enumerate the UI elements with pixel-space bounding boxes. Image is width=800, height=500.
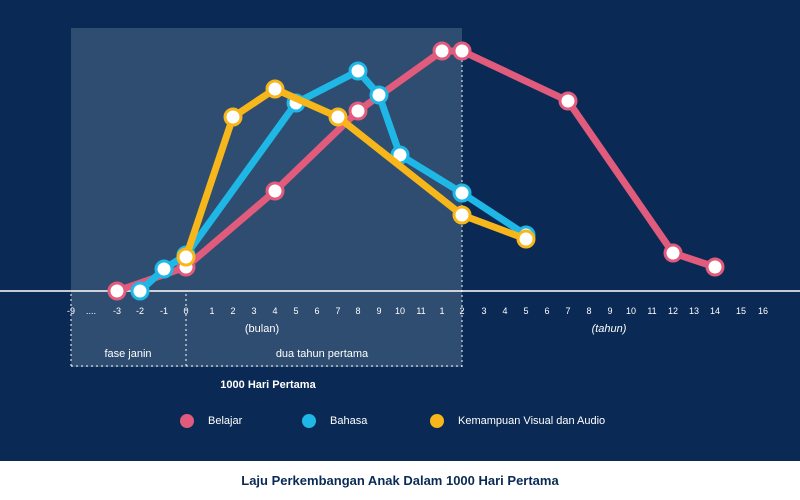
x-tick-label: 1: [439, 306, 444, 316]
years-unit-label: (tahun): [592, 323, 627, 335]
data-point: [369, 85, 389, 105]
x-tick-label: 4: [502, 306, 507, 316]
x-tick-label: 11: [647, 306, 656, 316]
months-unit-label: (bulan): [245, 323, 279, 335]
data-point: [154, 259, 174, 279]
x-tick-label: -3: [113, 306, 121, 316]
x-tick-label: 9: [376, 306, 381, 316]
x-tick-label: 4: [272, 306, 277, 316]
x-tick-label: ....: [86, 306, 96, 316]
data-point: [130, 281, 150, 301]
data-point: [452, 183, 472, 203]
x-tick-label: 14: [710, 306, 720, 316]
x-tick-label: 5: [293, 306, 298, 316]
data-point: [176, 247, 196, 267]
fetal-phase-label: fase janin: [104, 348, 151, 360]
data-point: [452, 41, 472, 61]
x-tick-label: 6: [544, 306, 549, 316]
x-tick-label: 2: [230, 306, 235, 316]
data-point: [348, 101, 368, 121]
x-tick-label: 2: [459, 306, 464, 316]
x-tick-label: 9: [607, 306, 612, 316]
x-tick-label: 3: [481, 306, 486, 316]
data-point: [558, 91, 578, 111]
data-point: [265, 79, 285, 99]
x-tick-label: 10: [626, 306, 636, 316]
data-point: [452, 205, 472, 225]
x-tick-label: 3: [251, 306, 256, 316]
x-tick-label: 7: [335, 306, 340, 316]
x-tick-label: 10: [395, 306, 405, 316]
x-tick-labels: -9.... -3 -2 -1 0 1 2 3 4 5 6 7 8 9 10 11 1 2 3 4 5 6 7 8 9 10 11 1…: [67, 306, 768, 316]
data-point: [705, 257, 725, 277]
x-tick-label: 13: [689, 306, 699, 316]
chart-caption: Laju Perkembangan Anak Dalam 1000 Hari P…: [0, 461, 800, 500]
x-tick-label: 16: [758, 306, 768, 316]
x-tick-label: 15: [736, 306, 746, 316]
data-point: [265, 181, 285, 201]
data-point: [516, 229, 536, 249]
legend-label-belajar: Belajar: [208, 415, 243, 427]
first-two-years-label: dua tahun pertama: [276, 348, 369, 360]
series-line: [182, 85, 530, 261]
x-tick-label: -1: [160, 306, 168, 316]
data-point: [328, 107, 348, 127]
legend-swatch-visual: [430, 414, 444, 428]
x-tick-label: 11: [416, 306, 425, 316]
legend-swatch-belajar: [180, 414, 194, 428]
legend-item-visual: Kemampuan Visual dan Audio: [430, 414, 605, 428]
x-tick-label: 7: [565, 306, 570, 316]
legend-label-bahasa: Bahasa: [330, 415, 368, 427]
data-point: [432, 41, 452, 61]
x-tick-label: 8: [355, 306, 360, 316]
x-tick-label: 5: [523, 306, 528, 316]
development-chart: -9.... -3 -2 -1 0 1 2 3 4 5 6 7 8 9 10 11 1 2 3 4 5 6 7 8 9 10 11 1…: [0, 28, 800, 391]
legend-label-visual: Kemampuan Visual dan Audio: [458, 415, 606, 427]
x-tick-label: 8: [586, 306, 591, 316]
x-tick-label: -9: [67, 306, 75, 316]
data-point: [223, 107, 243, 127]
data-point: [107, 281, 127, 301]
x-tick-label: -2: [136, 306, 144, 316]
data-point: [348, 61, 368, 81]
series-group: [107, 41, 725, 301]
x-tick-label: 0: [183, 306, 188, 316]
legend-item-bahasa: Bahasa: [302, 414, 367, 428]
x-tick-label: 12: [668, 306, 678, 316]
data-point: [663, 243, 683, 263]
legend-swatch-bahasa: [302, 414, 316, 428]
period-label: 1000 Hari Pertama: [220, 379, 316, 391]
x-tick-label: 1: [209, 306, 214, 316]
x-tick-label: 6: [314, 306, 319, 316]
legend-item-belajar: Belajar: [180, 414, 242, 428]
